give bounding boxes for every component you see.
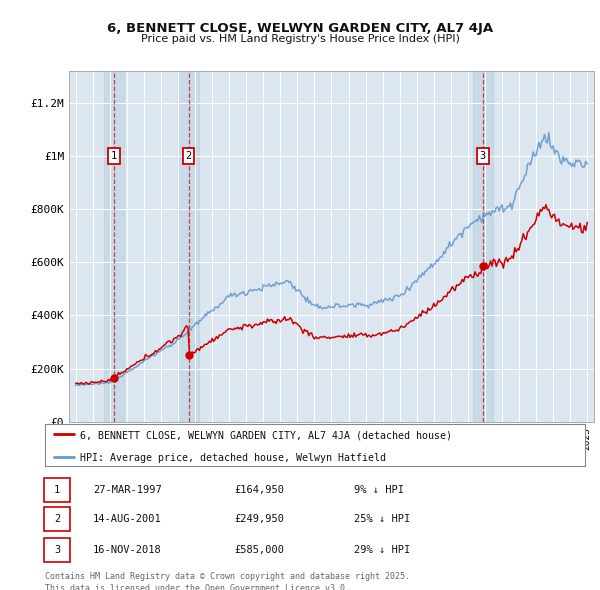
Text: Price paid vs. HM Land Registry's House Price Index (HPI): Price paid vs. HM Land Registry's House … <box>140 34 460 44</box>
Text: 6, BENNETT CLOSE, WELWYN GARDEN CITY, AL7 4JA: 6, BENNETT CLOSE, WELWYN GARDEN CITY, AL… <box>107 22 493 35</box>
Text: 16-NOV-2018: 16-NOV-2018 <box>93 545 162 555</box>
Bar <box>473 71 493 422</box>
Text: Contains HM Land Registry data © Crown copyright and database right 2025.
This d: Contains HM Land Registry data © Crown c… <box>45 572 410 590</box>
Text: 27-MAR-1997: 27-MAR-1997 <box>93 485 162 494</box>
Text: £585,000: £585,000 <box>234 545 284 555</box>
Text: 9% ↓ HPI: 9% ↓ HPI <box>354 485 404 494</box>
Text: 3: 3 <box>54 545 60 555</box>
Text: HPI: Average price, detached house, Welwyn Hatfield: HPI: Average price, detached house, Welw… <box>80 453 386 463</box>
Text: 2: 2 <box>185 151 192 161</box>
Text: 6, BENNETT CLOSE, WELWYN GARDEN CITY, AL7 4JA (detached house): 6, BENNETT CLOSE, WELWYN GARDEN CITY, AL… <box>80 430 452 440</box>
Text: £249,950: £249,950 <box>234 514 284 524</box>
Text: 14-AUG-2001: 14-AUG-2001 <box>93 514 162 524</box>
Text: 29% ↓ HPI: 29% ↓ HPI <box>354 545 410 555</box>
Text: 2: 2 <box>54 514 60 524</box>
Text: 3: 3 <box>480 151 486 161</box>
Text: 1: 1 <box>54 485 60 494</box>
Text: 1: 1 <box>111 151 117 161</box>
Bar <box>104 71 124 422</box>
Text: £164,950: £164,950 <box>234 485 284 494</box>
Text: 25% ↓ HPI: 25% ↓ HPI <box>354 514 410 524</box>
Bar <box>178 71 199 422</box>
